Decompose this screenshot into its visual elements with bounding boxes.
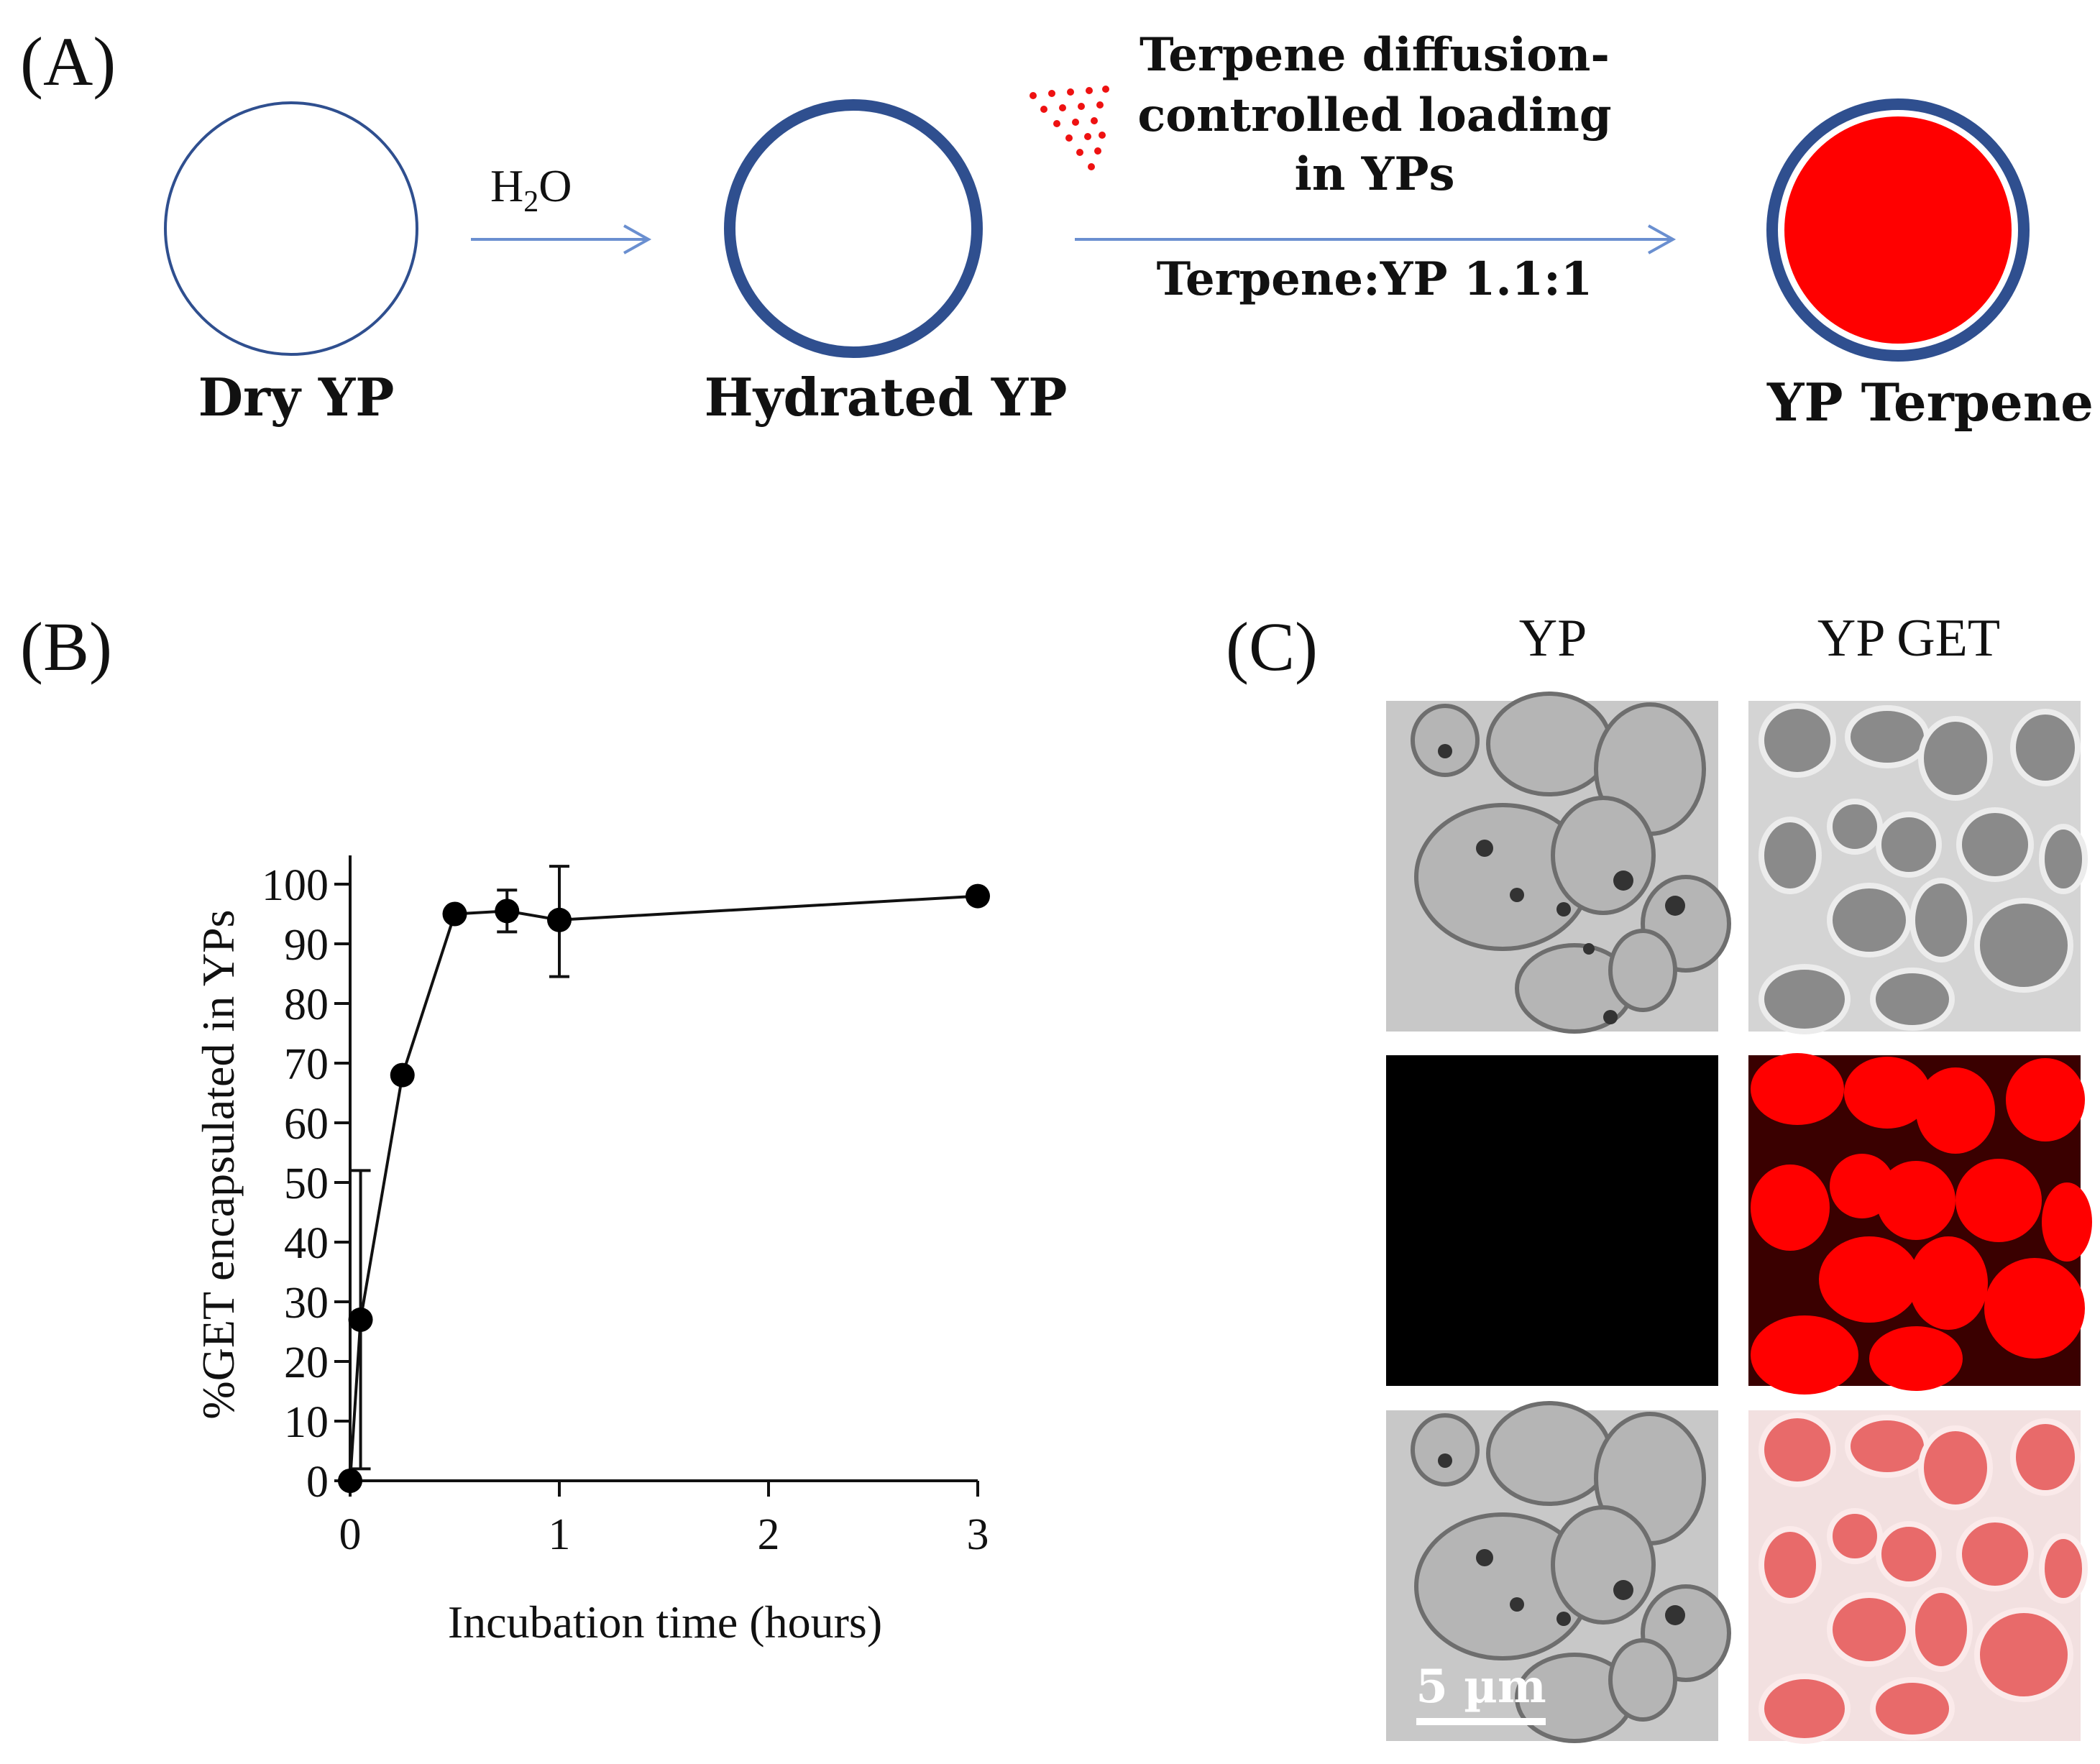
y-tick-label: 20: [284, 1338, 329, 1387]
hydrated-yp-label: Hydrated YP: [705, 367, 1068, 428]
y-axis-title: %GET encapsulated in YPs: [193, 909, 244, 1419]
micrograph-yp-get-fluorescence: [1748, 1053, 2092, 1395]
micrograph-yp-get-overlay: [1748, 1410, 2088, 1744]
terpene-dots-icon: [1030, 86, 1109, 170]
x-tick-label: 3: [967, 1510, 989, 1559]
y-tick-label: 0: [306, 1458, 329, 1507]
y-tick-label: 30: [284, 1279, 329, 1328]
data-point: [390, 1062, 415, 1088]
arrow-1-head: [623, 224, 652, 254]
hydrated-yp-circle: [724, 99, 983, 358]
col-header-yp: YP: [1519, 609, 1587, 668]
data-point: [495, 899, 520, 924]
panel-c-label: (C): [1226, 608, 1318, 685]
arrow-2-head: [1648, 224, 1677, 254]
dry-yp-circle: [164, 101, 418, 356]
scale-bar: [1416, 1718, 1546, 1725]
y-tick-label: 50: [284, 1159, 329, 1208]
data-point: [547, 907, 572, 932]
yp-terpene-label: YP Terpene: [1766, 372, 2094, 433]
process-line-1: Terpene diffusion-: [1140, 28, 1610, 82]
panel-c: (C) YP YP GET: [1226, 608, 2092, 1744]
panel-b-label: (B): [20, 608, 112, 685]
data-point: [966, 883, 990, 909]
micrograph-yp-get-brightfield: [1748, 701, 2088, 1034]
x-tick-label: 2: [758, 1510, 780, 1559]
scale-bar-label: 5 µm: [1416, 1660, 1546, 1714]
ratio-label: Terpene:YP 1.1:1: [1157, 252, 1593, 306]
micrograph-yp-overlay: 5 µm: [1386, 1401, 1731, 1743]
water-label: H2O: [490, 160, 572, 219]
panel-b: (B) 0 10 20 30 40 50 60 70 80 90 100 0 1 2 3 %GET enc…: [20, 608, 990, 1648]
panel-a: (A) Dry YP H2O Hydrated YP Terpene diffu…: [20, 23, 2094, 433]
line-chart: 0 10 20 30 40 50 60 70 80 90 100 0 1 2 3 %GET encapsu…: [193, 855, 990, 1648]
dry-yp-label: Dry YP: [198, 367, 395, 428]
y-tick-label: 40: [284, 1219, 329, 1268]
x-tick-label: 0: [339, 1510, 362, 1559]
yp-terpene-core: [1784, 116, 2012, 344]
data-point: [348, 1307, 373, 1332]
data-point: [442, 901, 467, 927]
data-series-line: [349, 894, 978, 1482]
y-tick-label: 60: [284, 1100, 329, 1149]
y-tick-label: 100: [262, 861, 329, 910]
process-line-3: in YPs: [1295, 147, 1455, 201]
y-tick-label: 80: [284, 980, 329, 1029]
y-tick-label: 10: [284, 1398, 329, 1447]
panel-a-label: (A): [20, 23, 116, 100]
micrograph-yp-brightfield: [1386, 692, 1731, 1034]
y-tick-label: 90: [284, 921, 329, 970]
y-tick-label: 70: [284, 1040, 329, 1089]
process-line-2: controlled loading: [1137, 88, 1611, 142]
x-axis-title: Incubation time (hours): [448, 1597, 882, 1648]
micrograph-yp-fluorescence: [1386, 1055, 1718, 1386]
col-header-yp-get: YP GET: [1817, 609, 2000, 668]
x-tick-label: 1: [549, 1510, 571, 1559]
data-point: [338, 1469, 362, 1493]
